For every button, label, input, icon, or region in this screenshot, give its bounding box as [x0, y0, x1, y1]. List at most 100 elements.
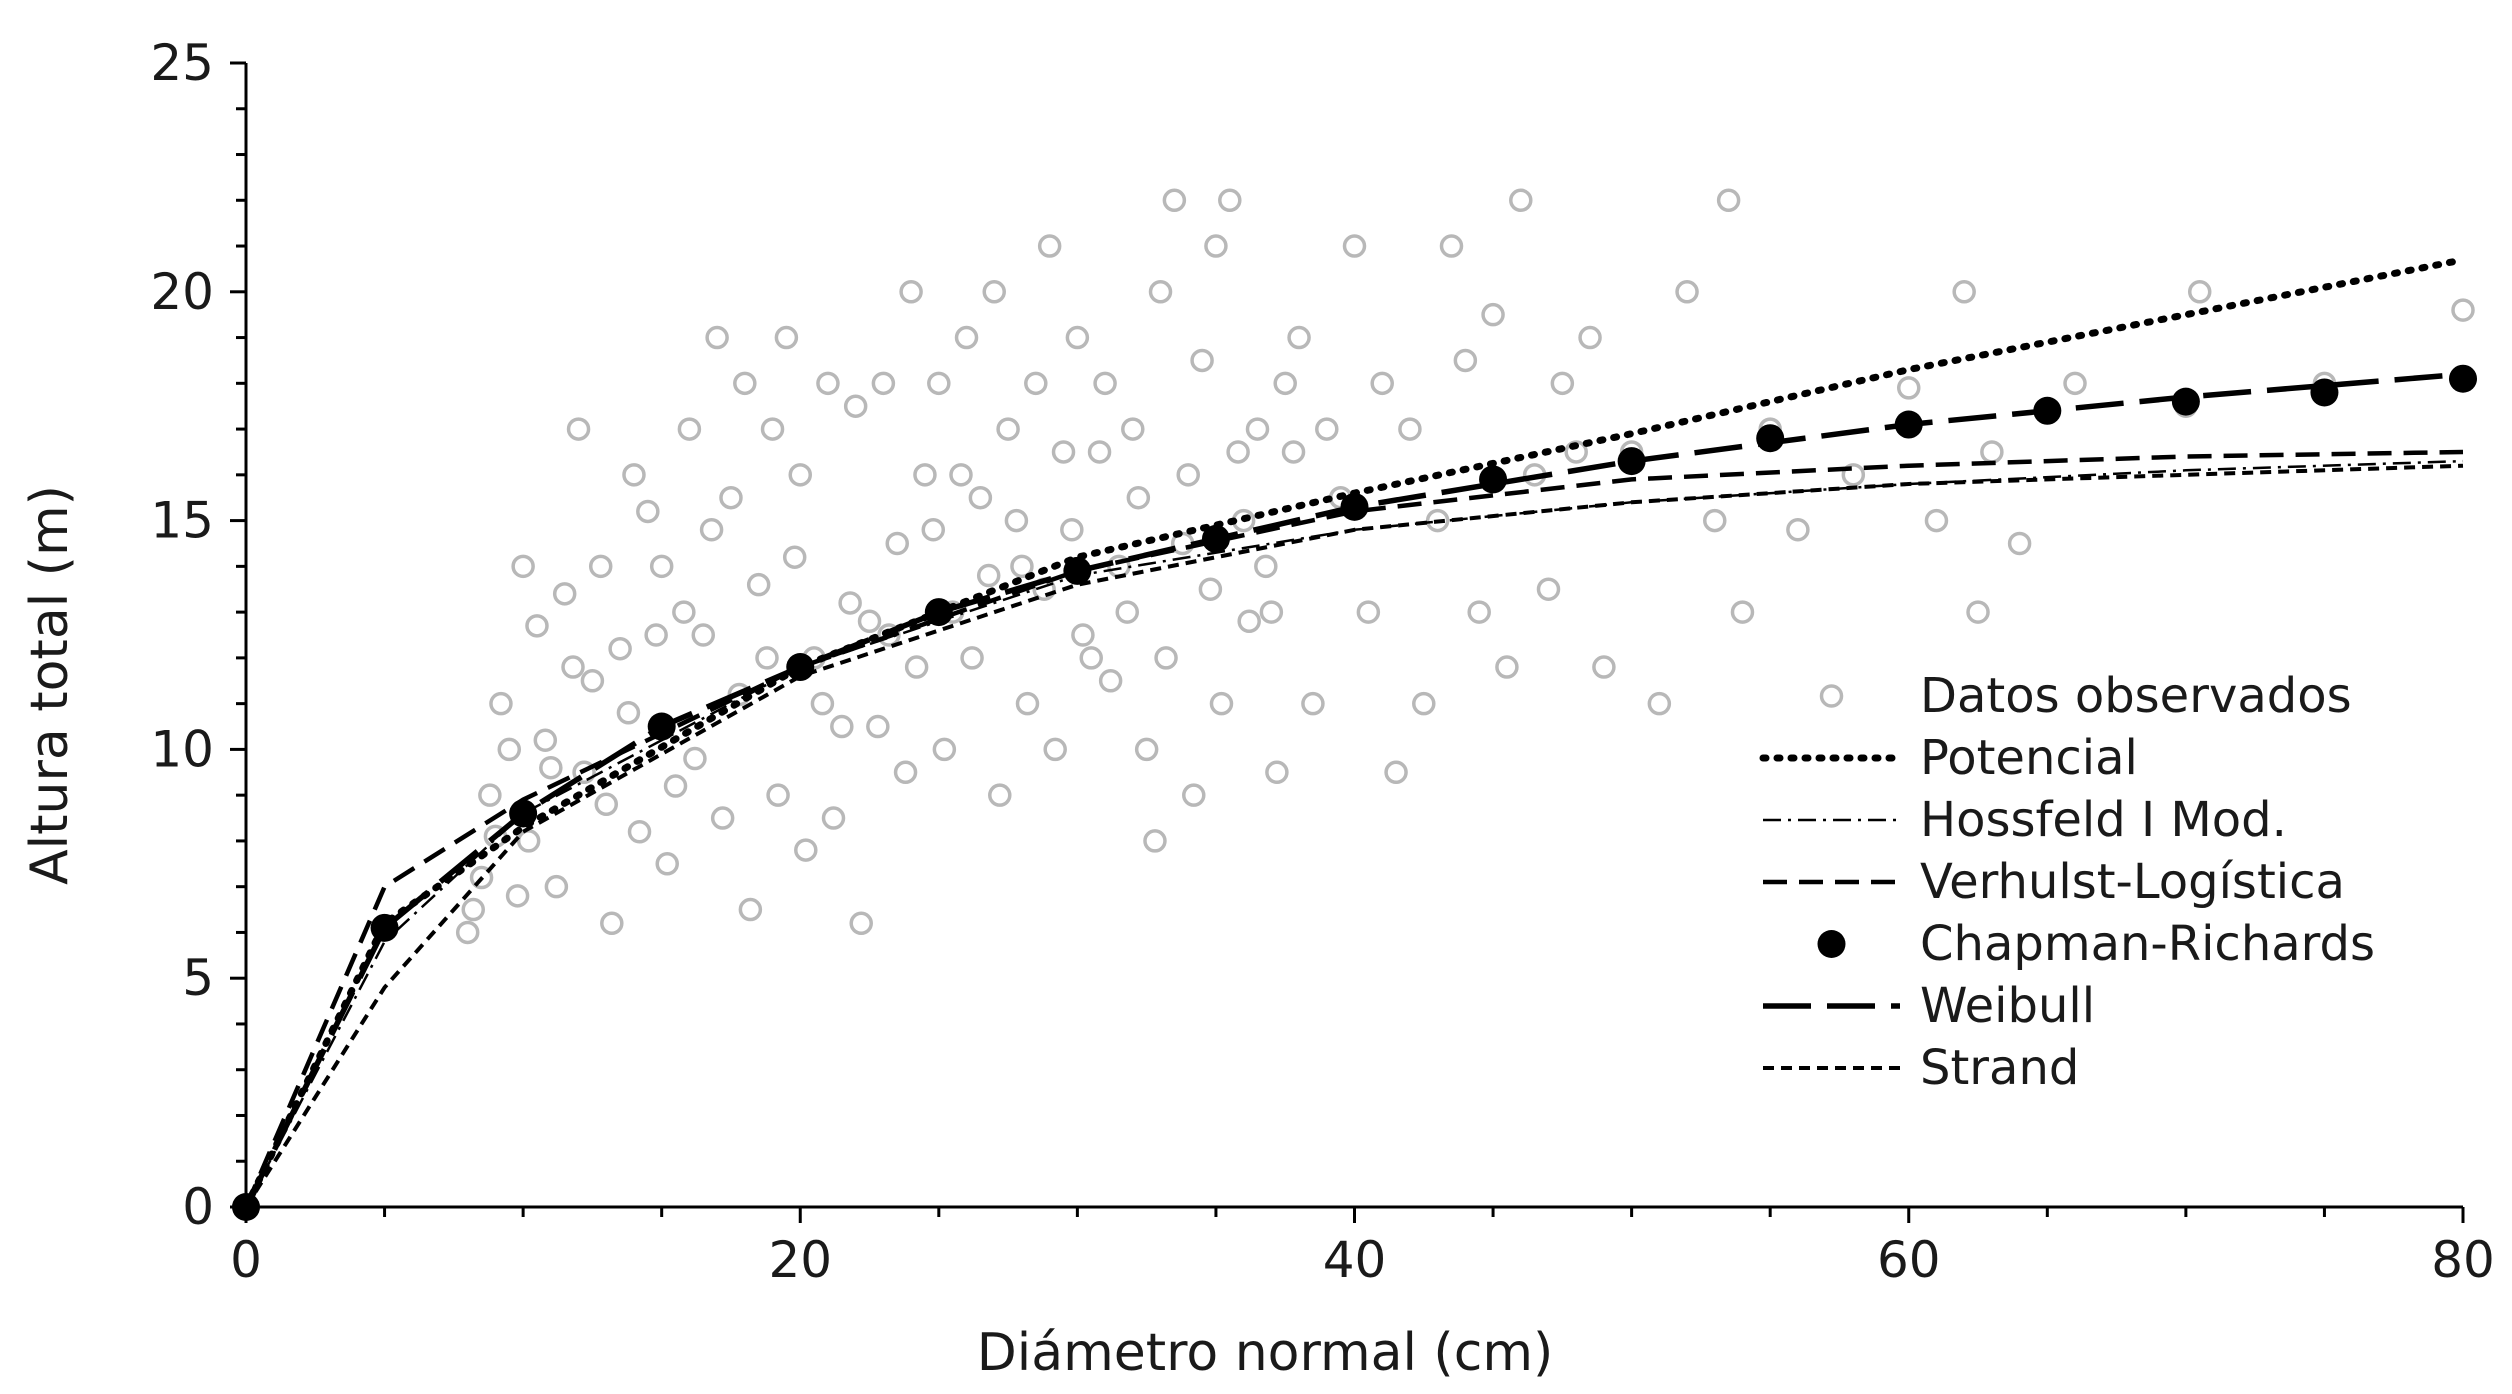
- observed-point: [1254, 554, 1278, 579]
- chapman-richards-marker: [1894, 410, 1923, 439]
- observed-point: [1154, 646, 1178, 670]
- observed-point: [960, 646, 984, 670]
- series-line-verhulst-log-stica: [243, 449, 2464, 1208]
- observed-point: [672, 600, 696, 624]
- observed-point: [505, 884, 530, 908]
- observed-point: [794, 838, 818, 862]
- observed-point: [982, 280, 1006, 304]
- y-tick-label: 20: [150, 263, 214, 321]
- observed-point: [636, 499, 660, 524]
- observed-point: [1093, 371, 1117, 396]
- observed-point: [1536, 577, 1561, 601]
- observed-point: [774, 325, 799, 350]
- x-tick-label: 40: [1323, 1231, 1387, 1289]
- observed-point: [1703, 508, 1727, 533]
- observed-point: [968, 485, 993, 510]
- observed-point: [843, 394, 868, 418]
- observed-point: [1024, 371, 1048, 396]
- observed-point: [561, 655, 585, 679]
- legend-swatch: [1817, 930, 1846, 958]
- observed-point: [788, 463, 812, 487]
- plot-area: [232, 188, 2477, 1221]
- observed-point: [755, 646, 779, 670]
- y-tick-label: 0: [182, 1178, 214, 1236]
- observed-point: [616, 701, 641, 725]
- observed-point: [511, 554, 535, 579]
- legend-label: Weibull: [1920, 978, 2095, 1034]
- observed-point: [1564, 440, 1588, 464]
- chapman-richards-marker: [1479, 465, 1508, 494]
- observed-point: [927, 371, 951, 396]
- observed-point: [533, 728, 558, 752]
- observed-point: [608, 636, 632, 661]
- y-axis-title: Altura total (m): [20, 485, 80, 885]
- chapman-richards-marker: [786, 653, 815, 682]
- observed-point: [830, 714, 854, 739]
- observed-point: [1550, 371, 1575, 396]
- chapman-richards-marker: [370, 913, 399, 942]
- observed-point: [1509, 188, 1533, 213]
- observed-point: [733, 371, 757, 396]
- observed-point: [1315, 417, 1339, 441]
- observed-point: [1924, 508, 1949, 533]
- observed-point: [988, 783, 1012, 807]
- observed-point: [572, 760, 596, 785]
- observed-point: [1301, 691, 1325, 716]
- observed-point: [1226, 440, 1250, 464]
- observed-point: [588, 554, 613, 579]
- observed-point: [996, 417, 1020, 441]
- observed-point: [1126, 485, 1151, 510]
- legend-label: Chapman-Richards: [1920, 916, 2375, 972]
- observed-point: [622, 463, 646, 487]
- legend-item-hossfeld-i-mod-: Hossfeld I Mod.: [1763, 792, 2287, 848]
- observed-point: [821, 806, 846, 830]
- chapman-richards-marker: [2033, 396, 2062, 425]
- observed-point: [683, 746, 707, 771]
- observed-point: [857, 609, 882, 634]
- observed-point: [1384, 760, 1408, 785]
- observed-point: [1198, 577, 1223, 601]
- observed-point: [1060, 518, 1084, 542]
- observed-point: [1356, 600, 1381, 624]
- legend: Datos observados Potencial Hossfeld I Mod.…: [1759, 668, 2375, 1096]
- observed-point: [1176, 463, 1200, 487]
- observed-point: [580, 669, 605, 693]
- legend-label: Verhulst-Logística: [1920, 854, 2345, 910]
- observed-point: [489, 691, 513, 716]
- observed-point: [866, 714, 890, 739]
- observed-point: [1182, 783, 1206, 807]
- legend-label: Hossfeld I Mod.: [1920, 792, 2287, 848]
- observed-point: [552, 582, 577, 606]
- observed-point: [719, 485, 743, 510]
- legend-label: Potencial: [1920, 730, 2138, 786]
- chapman-richards-marker: [2449, 364, 2477, 393]
- observed-point: [677, 417, 702, 441]
- observed-point: [627, 820, 652, 844]
- observed-point: [1209, 691, 1234, 716]
- observed-point: [663, 774, 688, 798]
- observed-point: [913, 463, 937, 487]
- chapman-richards-marker: [1201, 524, 1230, 553]
- observed-point: [1481, 302, 1505, 327]
- observed-point: [1592, 655, 1616, 679]
- observed-point: [1841, 463, 1866, 487]
- chapman-richards-marker: [1063, 556, 1092, 585]
- series-chapman-richards: [232, 364, 2477, 1221]
- observed-point: [1010, 554, 1034, 579]
- observed-point: [1370, 371, 1394, 396]
- observed-point: [1647, 691, 1672, 716]
- observed-point: [1980, 440, 2004, 464]
- observed-point: [1259, 600, 1284, 624]
- observed-point: [539, 755, 563, 780]
- legend-label: Strand: [1920, 1040, 2079, 1096]
- observed-point: [1071, 623, 1095, 647]
- y-tick-label: 25: [150, 34, 214, 92]
- series-datos-observados: [234, 188, 2475, 1219]
- legend-item-chapman-richards: Chapman-Richards: [1817, 916, 2375, 972]
- y-tick-label: 15: [150, 492, 214, 550]
- observed-point: [849, 911, 873, 936]
- observed-point: [1453, 348, 1478, 373]
- legend-item-verhulst-log-stica: Verhulst-Logística: [1763, 854, 2345, 910]
- observed-point: [738, 897, 763, 922]
